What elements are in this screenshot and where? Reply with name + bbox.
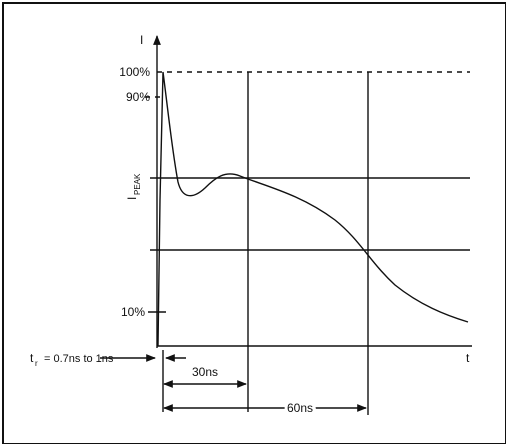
waveform xyxy=(157,71,469,347)
interval-label: 30ns xyxy=(192,365,218,379)
level-label: 90% xyxy=(126,90,150,104)
rise-label-sub: r xyxy=(35,359,38,368)
rise-label-rest: = 0.7ns to 1ns xyxy=(44,353,114,365)
peak-label-main: I xyxy=(125,197,139,200)
level-label: 100% xyxy=(119,65,150,79)
y-axis-label: I xyxy=(140,33,143,47)
peak-label-sub: PEAK xyxy=(133,173,142,195)
rise-label-main: t xyxy=(30,351,34,365)
interval-label: 60ns xyxy=(287,401,313,415)
x-axis-label: t xyxy=(466,351,470,365)
peak-label: I PEAK xyxy=(125,173,142,200)
level-label: 10% xyxy=(121,305,145,319)
